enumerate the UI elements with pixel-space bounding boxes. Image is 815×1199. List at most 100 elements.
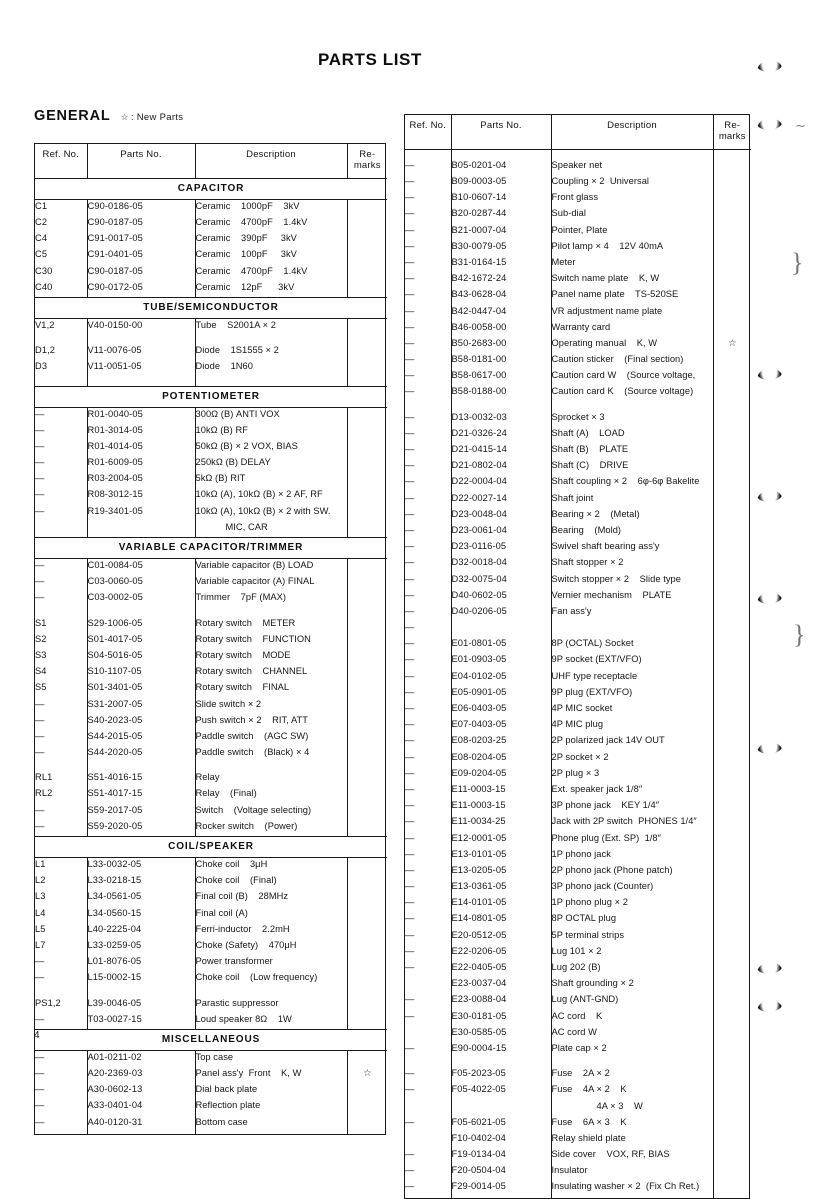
table-row: — E90-0004-15 Plate cap × 2	[405, 1042, 751, 1059]
cell-description: Rocker switch (Power)	[195, 820, 348, 837]
cell-remarks	[713, 1165, 751, 1181]
table-row: — A01-0211-02 Top case	[35, 1050, 387, 1068]
cell-ref-no: —	[35, 1013, 88, 1030]
cell-parts-no: C90-0172-05	[87, 281, 196, 298]
cell-ref-no: L2	[35, 874, 88, 891]
cell-remarks	[713, 370, 751, 386]
spacer-cell	[451, 402, 552, 412]
cell-description: Caution sticker (Final section)	[551, 353, 714, 370]
section-heading-row: POTENTIOMETER	[35, 385, 387, 408]
cell-ref-no: S5	[35, 681, 88, 698]
table-row: — L01-8076-05 Power transformer	[35, 955, 387, 972]
cell-parts-no: L34-0560-15	[87, 907, 196, 924]
cell-description: Sprocket × 3	[551, 411, 714, 428]
cell-remarks	[347, 592, 387, 608]
cell-parts-no: E20-0512-05	[451, 929, 552, 946]
cell-ref-no: —	[405, 256, 452, 273]
spacer-cell	[87, 987, 196, 997]
spacer-cell	[87, 335, 196, 345]
cell-parts-no: L40-2225-04	[87, 923, 196, 940]
cell-remarks	[347, 666, 387, 682]
cell-parts-no: E22-0405-05	[451, 961, 552, 978]
cell-parts-no: B10-0607-14	[451, 191, 552, 208]
section-heading-label: CAPACITOR	[35, 178, 387, 201]
cell-description: 4P MIC socket	[551, 702, 714, 719]
cell-parts-no: E11-0003-15	[451, 799, 552, 816]
cell-ref-no	[405, 1026, 452, 1043]
cell-parts-no: D23-0061-04	[451, 524, 552, 541]
parts-table-right: Ref. No. Parts No. Description Re-marks — B05…	[404, 114, 751, 1199]
table-row: — E23-0088-04 Lug (ANT-GND)	[405, 993, 751, 1010]
cell-parts-no: S04-5016-05	[87, 649, 196, 666]
cell-parts-no: C91-0401-05	[87, 248, 196, 265]
table-row: — E01-0903-05 9P socket (EXT/VFO)	[405, 653, 751, 671]
cell-remarks	[347, 407, 387, 424]
cell-ref-no: —	[405, 799, 452, 816]
cell-description: Insulator	[551, 1164, 714, 1181]
cell-description: Plate cap × 2	[551, 1042, 714, 1059]
cell-ref-no: —	[405, 411, 452, 428]
cell-parts-no: S44-2020-05	[87, 746, 196, 763]
cell-description: Sub-dial	[551, 207, 714, 224]
cell-ref-no: —	[35, 1083, 88, 1100]
cell-remarks	[713, 1181, 751, 1199]
table-spacer-row	[35, 762, 387, 772]
table-row: — F19-0134-04 Side cover VOX, RF, BIAS	[405, 1148, 751, 1165]
cell-ref-no: —	[35, 820, 88, 837]
cell-description: Insulating washer × 2 (Fix Ch Ret.)	[551, 1180, 714, 1199]
cell-parts-no: B21-0007-04	[451, 224, 552, 241]
cell-remarks	[713, 994, 751, 1010]
cell-description: Ceramic 12pF 3kV	[195, 281, 348, 298]
table-row: PS1,2 L39-0046-05 Parastic suppressor	[35, 996, 387, 1014]
cell-remarks	[713, 354, 751, 370]
cell-description: Panel ass'y Front K, W	[195, 1067, 348, 1084]
cell-remarks	[347, 521, 387, 538]
cell-description: Relay (Final)	[195, 787, 348, 805]
cell-ref-no: PS1,2	[35, 996, 88, 1014]
cell-remarks	[347, 319, 387, 336]
spacer-cell	[451, 149, 552, 160]
cell-description: 4A × 3 W	[551, 1099, 714, 1117]
table-row: — A30-0602-13 Dial back plate	[35, 1083, 387, 1100]
cell-parts-no	[451, 1099, 552, 1117]
cell-parts-no: D22-0004-04	[451, 475, 552, 492]
spacer-cell	[405, 149, 452, 160]
spacer-cell	[551, 402, 714, 412]
cell-description: Rotary switch CHANNEL	[195, 665, 348, 682]
table-row: — E11-0003-15 Ext. speaker jack 1/8″	[405, 783, 751, 800]
cell-ref-no: RL2	[35, 787, 88, 805]
table-row: — B30-0079-05 Pilot lamp × 4 12V 40mA	[405, 240, 751, 257]
table-row: — R03-2004-05 5kΩ (B) RIT	[35, 472, 387, 489]
cell-ref-no: —	[405, 831, 452, 849]
cell-ref-no: —	[405, 1180, 452, 1199]
table-row: — D23-0116-05 Swivel shaft bearing ass'y	[405, 540, 751, 557]
cell-remarks	[713, 1100, 751, 1116]
table-row: — E20-0512-05 5P terminal strips	[405, 929, 751, 946]
spacer-cell	[195, 608, 348, 617]
cell-ref-no	[405, 1132, 452, 1149]
cell-description: Reflection plate	[195, 1099, 348, 1117]
cell-description: Lug 202 (B)	[551, 961, 714, 978]
cell-remarks	[347, 1116, 387, 1134]
cell-description: Choke coil (Final)	[195, 874, 348, 891]
cell-remarks	[713, 273, 751, 289]
table-row: — B58-0181-00 Caution sticker (Final secti…	[405, 353, 751, 370]
cell-remarks	[713, 1132, 751, 1148]
table-row: — B10-0607-14 Front glass	[405, 191, 751, 208]
cell-ref-no: C1	[35, 199, 88, 217]
cell-ref-no: C5	[35, 248, 88, 265]
cell-description: Paddle switch (Black) × 4	[195, 746, 348, 763]
cell-ref-no	[405, 977, 452, 994]
cell-parts-no: D22-0027-14	[451, 492, 552, 509]
table-row: — R08-3012-15 10kΩ (A), 10kΩ (B) × 2 AF, R…	[35, 488, 387, 506]
table-row: — C01-0084-05 Variable capacitor (B) LOAD	[35, 558, 387, 576]
cell-remarks	[713, 735, 751, 751]
cell-ref-no: —	[405, 272, 452, 289]
cell-ref-no: —	[35, 971, 88, 988]
cell-description: 5P terminal strips	[551, 929, 714, 946]
cell-ref-no: —	[405, 492, 452, 509]
cell-remarks	[713, 929, 751, 945]
cell-ref-no: L7	[35, 939, 88, 956]
cell-description: Parastic suppressor	[195, 996, 348, 1014]
cell-description: Front glass	[551, 191, 714, 208]
